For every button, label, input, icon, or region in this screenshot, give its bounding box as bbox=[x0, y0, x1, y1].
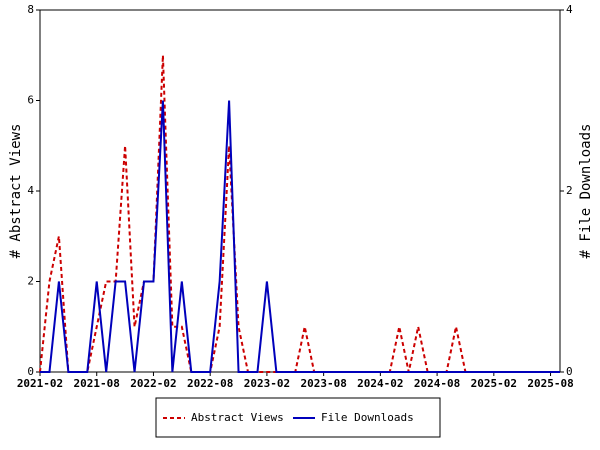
x-tick-label: 2025-02 bbox=[471, 377, 517, 390]
series-line bbox=[40, 100, 560, 373]
x-tick-label: 2022-02 bbox=[130, 377, 176, 390]
y-tick-label: 0 bbox=[27, 365, 34, 378]
y-tick-label: 4 bbox=[27, 184, 34, 197]
y-tick-label: 6 bbox=[27, 94, 34, 107]
x-tick-label: 2024-02 bbox=[357, 377, 403, 390]
y-tick-label: 8 bbox=[27, 3, 34, 16]
y2-tick-label: 2 bbox=[566, 184, 573, 197]
y2-tick-label: 0 bbox=[566, 365, 573, 378]
x-tick-label: 2024-08 bbox=[414, 377, 460, 390]
y-tick-label: 2 bbox=[27, 275, 34, 288]
legend-label: Abstract Views bbox=[191, 411, 284, 424]
y2-tick-label: 4 bbox=[566, 3, 573, 16]
y-axis-title: # Abstract Views bbox=[8, 124, 24, 259]
legend-label: File Downloads bbox=[321, 411, 414, 424]
y2-axis-title: # File Downloads bbox=[578, 124, 594, 259]
x-tick-label: 2025-08 bbox=[527, 377, 573, 390]
x-tick-label: 2021-02 bbox=[17, 377, 63, 390]
series-line bbox=[39, 55, 560, 373]
plot-frame bbox=[39, 9, 561, 373]
x-tick-label: 2023-02 bbox=[244, 377, 290, 390]
x-tick-label: 2022-08 bbox=[187, 377, 233, 390]
x-tick-label: 2021-08 bbox=[74, 377, 120, 390]
x-tick-label: 2023-08 bbox=[300, 377, 346, 390]
